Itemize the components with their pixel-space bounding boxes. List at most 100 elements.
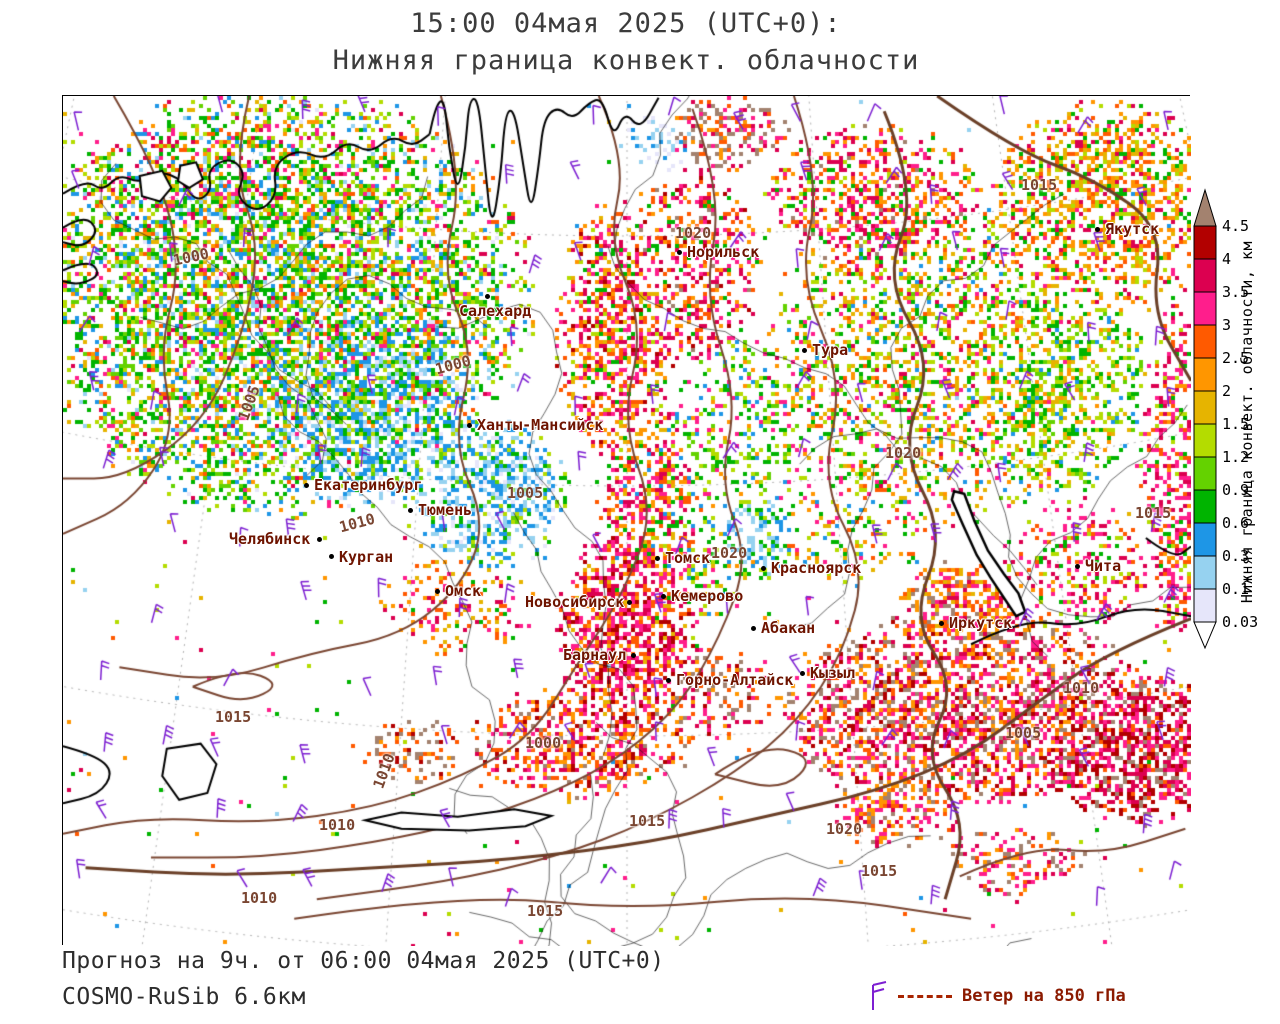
city-marker [666, 678, 671, 683]
colorbar-svg: 4.5 4 3.5 3 2.5 2 1.5 1.2 0.9 0.6 0.3 0.1 0.03 [1193, 188, 1258, 650]
colorbar-tick-3.5: 3.5 [1222, 283, 1249, 301]
pressure-label: 1020 [885, 444, 922, 462]
city-label: Омск [445, 582, 482, 600]
page-title: 15:00 04мая 2025 (UTC+0): Нижняя граница… [0, 8, 1252, 76]
city-marker [467, 423, 472, 428]
colorbar-segment-below-min [1193, 621, 1217, 650]
colorbar-segment-3.5-4 [1193, 258, 1217, 293]
city-marker [661, 594, 666, 599]
pressure-label: 1000 [525, 734, 562, 752]
colorbar-segment-3-3.5 [1193, 291, 1217, 326]
city-label: Красноярск [771, 559, 862, 577]
city-label: Чита [1085, 557, 1122, 575]
pressure-label: 1010 [319, 816, 356, 834]
city-marker [435, 589, 440, 594]
city-marker [939, 621, 944, 626]
city-marker [802, 348, 807, 353]
city-marker [1095, 227, 1100, 232]
pressure-label: 1010 [369, 750, 399, 792]
map-area: Якутск Норильск Салехард Тура Ханты-Мансийск… [62, 95, 1191, 946]
colorbar-tick-0.03: 0.03 [1222, 613, 1258, 631]
city-marker [317, 537, 322, 542]
pressure-label: 1010 [337, 509, 377, 537]
forecast-info: Прогноз на 9ч. от 06:00 04мая 2025 (UTC+… [62, 948, 665, 974]
city-marker [329, 554, 334, 559]
pressure-label: 1020 [826, 820, 863, 838]
colorbar-tick-2.5: 2.5 [1222, 349, 1249, 367]
colorbar-segment-0.9-1.2 [1193, 456, 1217, 491]
city-label: Иркутск [949, 614, 1013, 632]
city-marker [627, 600, 632, 605]
pressure-label: 1000 [433, 351, 473, 379]
pressure-label: 1015 [629, 812, 666, 830]
city-marker [304, 483, 309, 488]
colorbar-axis-label: Нижняя граница конвект. облачности, км [1238, 240, 1256, 604]
city-marker [800, 671, 805, 676]
city-label: Ханты-Мансийск [477, 416, 604, 434]
city-label: Томск [665, 549, 711, 567]
colorbar-segment-1.2-1.5 [1193, 423, 1217, 458]
pressure-label: 1020 [675, 224, 712, 242]
pressure-label: 1000 [171, 244, 211, 270]
wind-legend-dash [898, 994, 952, 998]
city-label: Тура [812, 341, 849, 359]
city-label: Норильск [687, 243, 760, 261]
city-label: Екатеринбург [314, 476, 423, 494]
city-label: Курган [339, 548, 394, 566]
pressure-label: 1015 [527, 902, 564, 920]
city-label: Салехард [459, 302, 532, 320]
colorbar-segment-2.5-3 [1193, 324, 1217, 359]
pressure-label: 1015 [861, 862, 898, 880]
pressure-label: 1005 [1005, 724, 1042, 742]
city-label: Абакан [761, 619, 816, 637]
map-overlay: Якутск Норильск Салехард Тура Ханты-Мансийск… [63, 96, 1189, 944]
pressure-label: 1015 [1135, 504, 1172, 522]
city-label: Горно-Алтайск [676, 671, 794, 689]
city-marker [485, 294, 490, 299]
city-marker [655, 556, 660, 561]
colorbar-tick-0.3: 0.3 [1222, 547, 1249, 565]
colorbar-segment-4-4.5 [1193, 225, 1217, 260]
pressure-label: 1020 [711, 544, 748, 562]
city-marker [408, 508, 413, 513]
colorbar-tick-1.2: 1.2 [1222, 448, 1249, 466]
city-marker [1075, 564, 1080, 569]
city-marker [631, 653, 636, 658]
colorbar-tick-4: 4 [1222, 250, 1231, 268]
colorbar-segment-1.5-2 [1193, 390, 1217, 425]
colorbar-tick-1.5: 1.5 [1222, 415, 1249, 433]
pressure-label: 1005 [234, 382, 264, 424]
city-marker [751, 626, 756, 631]
colorbar-segment-2-2.5 [1193, 357, 1217, 392]
colorbar: 4.5 4 3.5 3 2.5 2 1.5 1.2 0.9 0.6 0.3 0.1 0.03 [1192, 186, 1280, 662]
colorbar-tick-3: 3 [1222, 316, 1231, 334]
wind-legend: Ветер на 850 гПа [866, 980, 1126, 1012]
city-label: Кемерово [671, 587, 744, 605]
wind-legend-label: Ветер на 850 гПа [962, 986, 1126, 1006]
city-label: Якутск [1105, 220, 1160, 238]
colorbar-tick-0.6: 0.6 [1222, 514, 1249, 532]
pressure-label: 1015 [215, 708, 252, 726]
colorbar-tick-0.9: 0.9 [1222, 481, 1249, 499]
colorbar-segment-0.1-0.3 [1193, 555, 1217, 590]
colorbar-segment-0.6-0.9 [1193, 489, 1217, 524]
colorbar-tick-0.1: 0.1 [1222, 580, 1249, 598]
title-datetime: 15:00 04мая 2025 (UTC+0): [410, 8, 842, 39]
city-label: Челябинск [229, 530, 311, 548]
colorbar-tick-4.5: 4.5 [1222, 217, 1249, 235]
colorbar-segment-0.03-0.1 [1193, 588, 1217, 623]
city-label: Новосибирск [525, 593, 625, 611]
city-marker [761, 566, 766, 571]
city-marker [677, 250, 682, 255]
colorbar-segment-0.3-0.6 [1193, 522, 1217, 557]
wind-barb-glyph [872, 981, 887, 1010]
city-label: Кызыл [810, 664, 856, 682]
pressure-label: 1015 [1021, 176, 1058, 194]
colorbar-tick-2: 2 [1222, 382, 1231, 400]
title-parameter: Нижняя граница конвект. облачности [332, 45, 920, 76]
wind-barb-icon [872, 981, 887, 1010]
colorbar-segment-gt-4.5 [1193, 188, 1217, 227]
city-label: Барнаул [563, 646, 627, 664]
pressure-label: 1010 [241, 889, 278, 907]
pressure-label: 1010 [1063, 679, 1100, 697]
